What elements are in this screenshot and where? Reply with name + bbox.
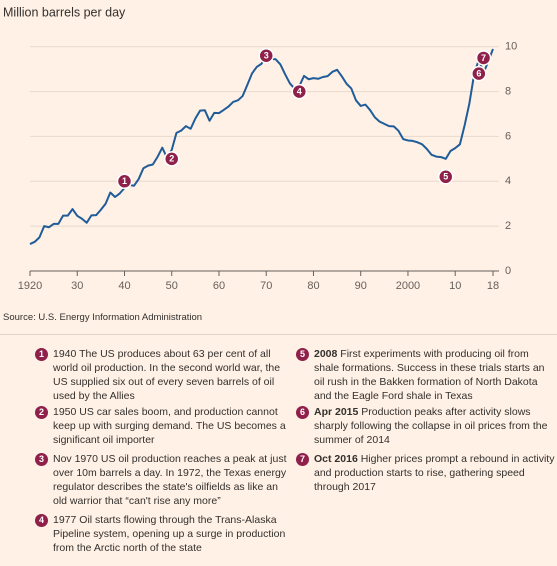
x-tick-label: 60 <box>213 280 225 292</box>
y-tick-label: 4 <box>505 175 511 187</box>
note-text: The US produces about 63 per cent of all… <box>53 348 281 402</box>
note-number: 6 <box>296 406 309 419</box>
chart-title: Million barrels per day <box>3 5 126 19</box>
note-date: Nov 1970 <box>53 453 98 465</box>
note-date: 1977 <box>53 514 77 526</box>
y-tick-label: 8 <box>505 85 511 97</box>
x-tick-label: 80 <box>307 280 319 292</box>
note-text: First experiments with producing oil fro… <box>314 348 545 402</box>
source: Source: U.S. Energy Information Administ… <box>3 312 203 323</box>
note-number: 3 <box>35 453 48 466</box>
note-date: 1940 <box>53 348 77 360</box>
event-marker-label: 7 <box>481 53 486 63</box>
note-number: 2 <box>35 406 48 419</box>
divider <box>0 334 557 335</box>
note: 6 Apr 2015 Production peaks after activit… <box>296 405 556 447</box>
y-tick-label: 10 <box>505 41 517 53</box>
event-marker-label: 1 <box>122 176 127 186</box>
x-tick-label: 50 <box>166 280 178 292</box>
x-tick-label: 40 <box>118 280 130 292</box>
x-tick-label: 90 <box>355 280 367 292</box>
chart: Million barrels per day 0 2 4 6 8 10 1920 30 40 5… <box>3 5 517 292</box>
event-marker <box>475 50 492 66</box>
note-text: Higher prices prompt a rebound in activi… <box>314 453 555 493</box>
event-marker-label: 2 <box>169 154 174 164</box>
event-marker <box>438 169 454 185</box>
event-marker <box>163 151 180 167</box>
event-marker <box>291 83 308 100</box>
note: 5 2008 First experiments with producing o… <box>296 347 556 403</box>
note-text: Oil starts flowing through the Trans-Ala… <box>53 514 286 554</box>
note: 4 1977 Oil starts flowing through the Tra… <box>35 513 290 555</box>
event-marker-label: 5 <box>443 172 448 182</box>
series-line <box>29 48 494 245</box>
x-tick-label: 10 <box>449 280 461 292</box>
note-number: 4 <box>35 514 48 527</box>
x-tick-label: 2000 <box>396 280 420 292</box>
note-date: 2008 <box>314 348 338 360</box>
note-number: 1 <box>35 348 48 361</box>
note-date: Oct 2016 <box>314 453 358 465</box>
note: 1 1940 The US produces about 63 per cent … <box>35 347 290 403</box>
note-number: 5 <box>296 348 309 361</box>
event-marker-label: 4 <box>297 86 302 96</box>
event-marker-label: 6 <box>476 69 481 79</box>
note: 2 1950 US car sales boom, and production … <box>35 405 290 447</box>
x-tick-label: 18 <box>487 280 499 292</box>
note: 3 Nov 1970 US oil production reaches a pe… <box>35 452 290 508</box>
note-text: Production peaks after activity slows sh… <box>314 406 548 446</box>
event-marker <box>471 65 487 82</box>
y-tick-label: 2 <box>505 220 511 232</box>
y-tick-label: 6 <box>505 130 511 142</box>
x-tick-label: 30 <box>71 280 83 292</box>
event-marker-label: 3 <box>264 51 269 61</box>
note: 7 Oct 2016 Higher prices prompt a rebound… <box>296 452 556 494</box>
event-marker <box>258 47 274 64</box>
note-date: Apr 2015 <box>314 406 359 418</box>
note-text: US oil production reaches a peak at just… <box>53 453 287 507</box>
note-number: 7 <box>296 453 309 466</box>
y-tick-label: 0 <box>505 265 511 277</box>
x-tick-label: 70 <box>260 280 272 292</box>
note-text: US car sales boom, and production cannot… <box>53 406 286 446</box>
note-date: 1950 <box>53 406 77 418</box>
x-tick-label: 1920 <box>18 280 42 292</box>
event-marker <box>116 173 133 190</box>
